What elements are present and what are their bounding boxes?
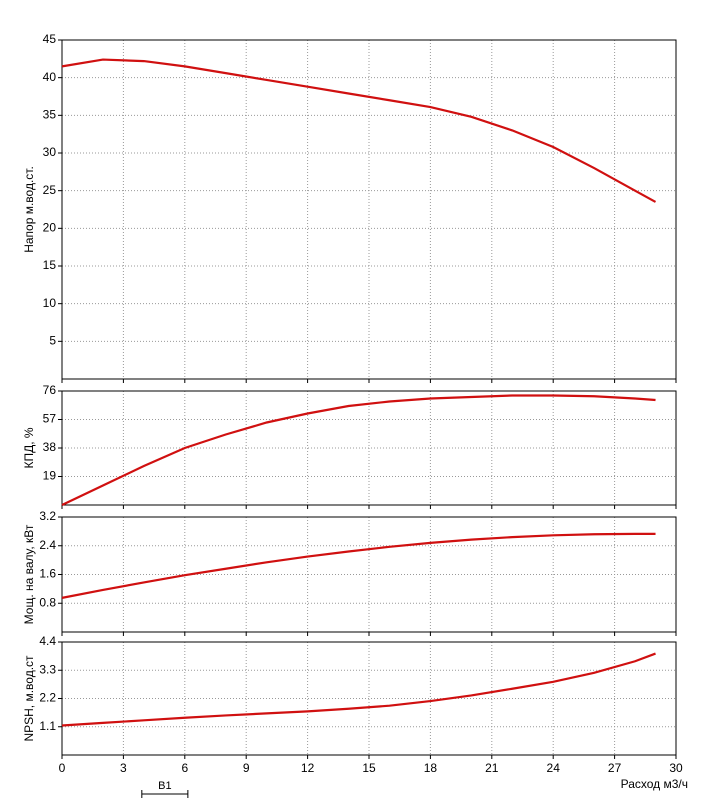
x-tick-label: 27 <box>608 761 622 775</box>
x-tick-label: 24 <box>547 761 561 775</box>
x-tick-label: 9 <box>243 761 250 775</box>
y-axis-label: Мощ. на валу, кВт <box>22 524 36 624</box>
y-tick-label: 1.6 <box>39 567 56 581</box>
data-line <box>61 652 656 727</box>
x-tick-label: 6 <box>181 761 188 775</box>
y-tick-label: 40 <box>43 70 57 84</box>
x-tick-label: 15 <box>362 761 376 775</box>
data-line <box>61 58 657 203</box>
y-tick-label: 38 <box>43 440 57 454</box>
y-tick-label: 2.4 <box>39 538 56 552</box>
plot-frame <box>61 39 677 380</box>
x-axis-label: Расход м3/ч <box>621 777 688 791</box>
x-tick-label: 18 <box>424 761 438 775</box>
x-tick-label: 21 <box>485 761 499 775</box>
y-tick-label: 1.1 <box>39 719 56 733</box>
y-tick-label: 5 <box>49 334 56 348</box>
plot-frame <box>61 641 677 756</box>
y-tick-label: 30 <box>43 145 57 159</box>
y-tick-label: 35 <box>43 108 57 122</box>
y-tick-label: 0.8 <box>39 595 56 609</box>
annotation-label: B1 <box>158 780 171 792</box>
y-axis-label: NPSH, м.вод.ст <box>22 655 36 742</box>
y-tick-label: 45 <box>43 32 57 46</box>
y-tick-label: 3.2 <box>39 509 56 523</box>
x-tick-label: 30 <box>669 761 683 775</box>
y-tick-label: 76 <box>43 383 57 397</box>
x-tick-label: 12 <box>301 761 315 775</box>
plot-frame <box>61 390 677 506</box>
y-tick-label: 20 <box>43 221 57 235</box>
x-tick-label: 0 <box>59 761 66 775</box>
y-tick-label: 4.4 <box>39 634 56 648</box>
y-tick-label: 19 <box>43 469 57 483</box>
data-line <box>61 532 656 599</box>
plot-frame <box>61 516 677 633</box>
x-tick-label: 3 <box>120 761 127 775</box>
y-axis-label: Напор м.вод.ст. <box>22 166 36 253</box>
y-axis-label: КПД, % <box>22 427 36 468</box>
y-tick-label: 3.3 <box>39 662 56 676</box>
y-tick-label: 10 <box>43 296 57 310</box>
y-tick-label: 15 <box>43 258 57 272</box>
y-tick-label: 25 <box>43 183 57 197</box>
y-tick-label: 57 <box>43 412 57 426</box>
data-line <box>61 394 656 506</box>
y-tick-label: 2.2 <box>39 691 56 705</box>
